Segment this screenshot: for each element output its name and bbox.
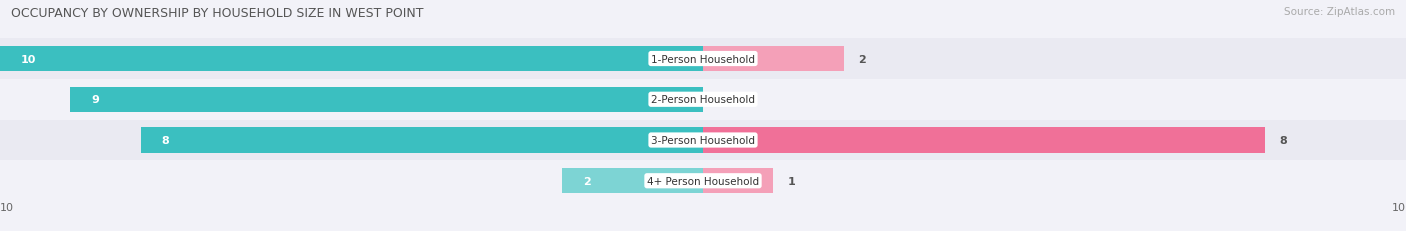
- Bar: [70, 87, 703, 112]
- Bar: [0, 79, 1406, 120]
- Text: 10: 10: [21, 54, 37, 64]
- Bar: [0, 161, 1406, 201]
- Text: 9: 9: [91, 95, 100, 105]
- Bar: [562, 168, 703, 194]
- Text: 0: 0: [717, 95, 724, 105]
- Bar: [703, 128, 1265, 153]
- Bar: [0, 39, 1406, 79]
- Text: 2: 2: [583, 176, 592, 186]
- Text: 10: 10: [1392, 202, 1406, 212]
- Text: 8: 8: [162, 135, 170, 145]
- Text: 8: 8: [1279, 135, 1288, 145]
- Text: 10: 10: [0, 202, 14, 212]
- Text: 1-Person Household: 1-Person Household: [651, 54, 755, 64]
- Text: 2-Person Household: 2-Person Household: [651, 95, 755, 105]
- Bar: [141, 128, 703, 153]
- Text: OCCUPANCY BY OWNERSHIP BY HOUSEHOLD SIZE IN WEST POINT: OCCUPANCY BY OWNERSHIP BY HOUSEHOLD SIZE…: [11, 7, 423, 20]
- Text: 2: 2: [858, 54, 866, 64]
- Text: 1: 1: [787, 176, 796, 186]
- Bar: [703, 47, 844, 72]
- Text: 3-Person Household: 3-Person Household: [651, 135, 755, 145]
- Bar: [703, 168, 773, 194]
- Text: 4+ Person Household: 4+ Person Household: [647, 176, 759, 186]
- Text: Source: ZipAtlas.com: Source: ZipAtlas.com: [1284, 7, 1395, 17]
- Bar: [0, 47, 703, 72]
- Bar: [0, 120, 1406, 161]
